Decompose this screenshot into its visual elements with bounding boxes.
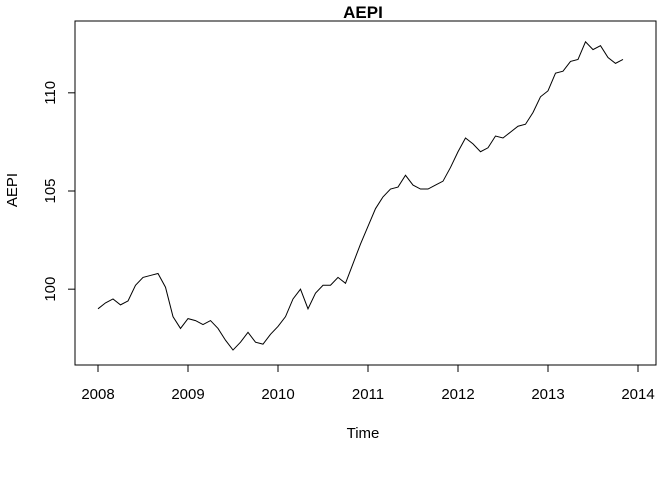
x-tick-label: 2008 — [81, 386, 114, 403]
x-tick-label: 2012 — [441, 386, 474, 403]
x-tick-label: 2009 — [171, 386, 204, 403]
x-tick-label: 2013 — [531, 386, 564, 403]
chart-title: AEPI — [343, 3, 383, 22]
x-tick-label: 2010 — [261, 386, 294, 403]
y-tick-label: 105 — [42, 178, 59, 203]
x-tick-label: 2014 — [621, 386, 654, 403]
y-axis-label: AEPI — [4, 173, 21, 207]
series-line-aepi — [97, 40, 624, 351]
y-axis: 100 105 110 — [42, 81, 76, 302]
x-axis-label: Time — [347, 425, 380, 442]
x-axis: 2008 2009 2010 2011 2012 2013 2014 — [81, 364, 655, 403]
y-tick-label: 100 — [42, 277, 59, 302]
x-tick-label: 2011 — [352, 386, 384, 403]
y-tick-label: 110 — [42, 81, 59, 105]
